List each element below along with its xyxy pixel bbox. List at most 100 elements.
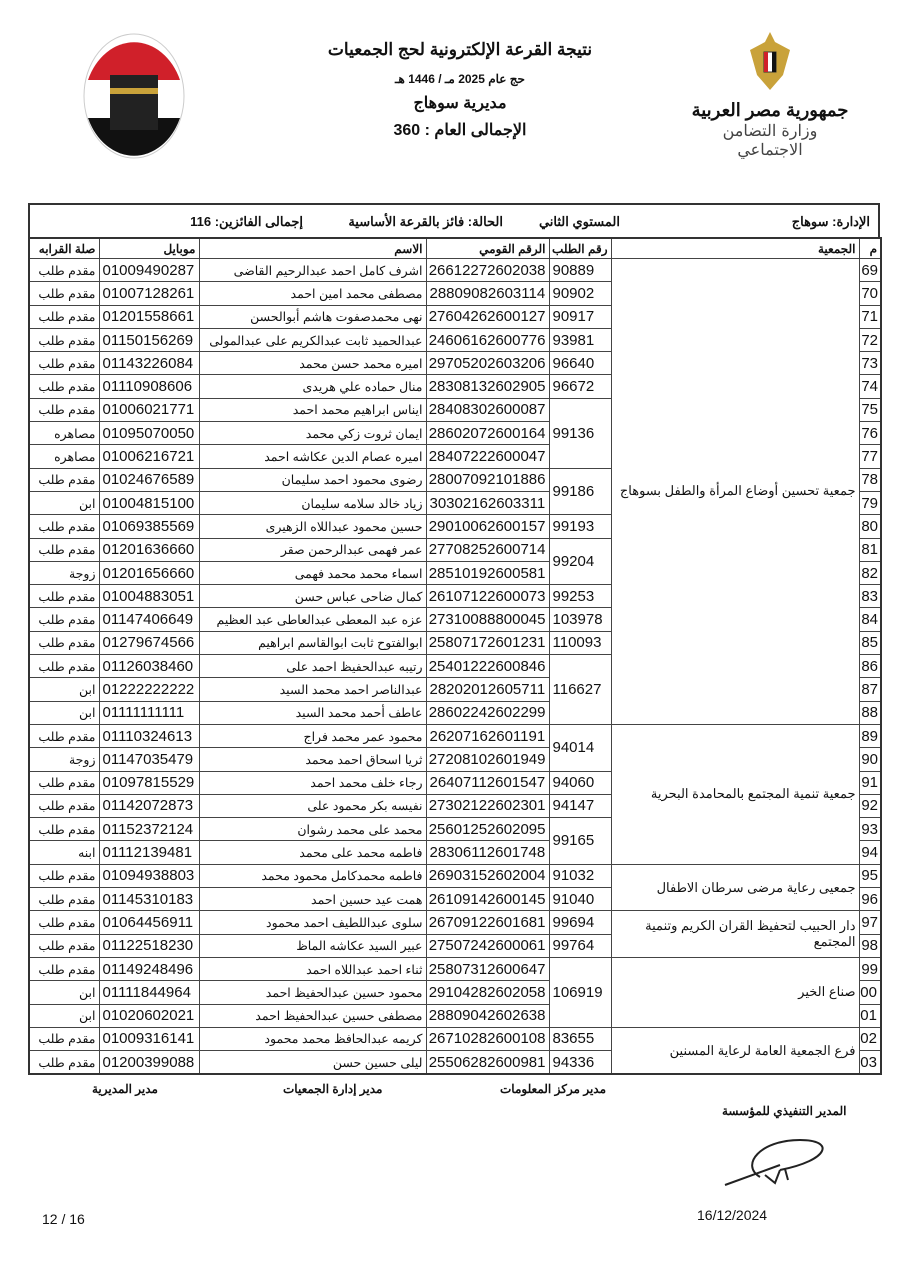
relation: مقدم طلب: [28, 327, 100, 353]
results-table: م الجمعية رقم الطلب الرقم القومي الاسم م…: [28, 237, 882, 1076]
eagle-emblem-icon: [750, 32, 790, 90]
national-id: 29010062600157: [425, 514, 550, 539]
member-name: رجاء خلف محمد احمد: [198, 770, 427, 795]
document-title: نتيجة القرعة الإلكترونية لحج الجمعيات: [327, 40, 593, 59]
member-name: رضوى محمود احمد سليمان: [198, 467, 427, 492]
request-number: 94060: [548, 770, 612, 795]
national-id: 26612272602038: [425, 257, 550, 283]
request-number: 96672: [548, 374, 612, 399]
national-id: 26109142600145: [425, 887, 550, 912]
national-id: 26903152602004: [425, 863, 550, 889]
request-number: 99204: [548, 537, 612, 586]
association-name: جمعية تحسين أوضاع المرأة والطفل بسوهاج: [610, 258, 860, 725]
national-id: 28602072600164: [425, 421, 550, 446]
table-row: 78 99186 28007092101886 رضوى محمود احمد سلي…: [28, 467, 882, 516]
row-number: 83: [858, 584, 882, 609]
association-name: صناع الخير: [610, 956, 860, 1028]
ministry-name: وزارة التضامن الاجتماعي: [722, 121, 818, 159]
date: 16/12/2024: [697, 1207, 768, 1223]
status: الحالة: فائز بالقرعة الأساسية: [348, 214, 503, 229]
row-number: 90: [858, 747, 882, 772]
row-number: 77: [858, 444, 882, 469]
member-name: عاطف أحمد محمد السيد: [198, 700, 427, 725]
row-number: 87: [858, 677, 882, 702]
table-row: 102فرع الجمعية العامة لرعاية المسنين8365…: [28, 1026, 882, 1075]
row-number: 72: [858, 327, 882, 353]
mobile: 01201558661: [98, 304, 200, 329]
request-number: 110093: [548, 630, 612, 656]
mobile: 01064456911: [98, 910, 200, 935]
relation: مقدم طلب: [28, 1050, 100, 1075]
table-row: 76 28602072600164 ايمان ثروت زكي محمد 01095…: [28, 421, 882, 446]
request-number: 94147: [548, 793, 612, 819]
mobile: 01152372124: [98, 817, 200, 842]
row-number: 76: [858, 421, 882, 446]
mobile: 01143226084: [98, 351, 200, 376]
mobile: 01004883051: [98, 584, 200, 609]
row-number: 95: [858, 863, 882, 889]
member-name: عبدالحميد ثابت عبدالكريم على عبدالمولى: [198, 327, 427, 353]
member-name: عبدالناصر احمد محمد السيد: [198, 677, 427, 702]
relation: مقدم طلب: [28, 584, 100, 609]
table-row: 77 28407222600047 اميره عصام الدين عكاشه ا…: [28, 444, 882, 469]
relation: ابن: [28, 1003, 100, 1028]
row-number: 99: [858, 956, 882, 982]
national-id: 26207162601191: [425, 723, 550, 749]
national-id: 27604262600127: [425, 304, 550, 329]
row-number: 86: [858, 654, 882, 679]
table-row: 96 91040 26109142600145 همت عيد حسين احمد 01…: [28, 887, 882, 912]
col-national-id: الرقم القومي: [425, 237, 550, 259]
row-number: 70: [858, 281, 882, 306]
table-row: 94 28306112601748 فاطمه محمد على محمد 01112…: [28, 840, 882, 865]
relation: مقدم طلب: [28, 654, 100, 679]
member-name: كريمه عبدالحافظ محمد محمود: [198, 1026, 427, 1052]
national-id: 25506282600981: [425, 1050, 550, 1075]
row-number: 100: [858, 980, 882, 1005]
member-name: ابوالفتوح ثابت ابوالقاسم ابراهيم: [198, 630, 427, 656]
mobile: 01111844964: [98, 980, 200, 1005]
mobile: 01201656660: [98, 560, 200, 586]
row-number: 102: [858, 1026, 882, 1052]
member-name: محمود حسين عبدالحفيظ احمد: [198, 980, 427, 1005]
relation: مقدم طلب: [28, 514, 100, 539]
member-name: سلوى عبداللطيف احمد محمود: [198, 910, 427, 935]
request-number: 116627: [548, 654, 612, 725]
row-number: 71: [858, 304, 882, 329]
row-number: 79: [858, 490, 882, 516]
ministry-country: جمهورية مصر العربية: [691, 100, 849, 120]
row-number: 69: [858, 257, 882, 283]
mobile: 01007128261: [98, 281, 200, 306]
national-id: 26407112601547: [425, 770, 550, 795]
mobile: 01009490287: [98, 257, 200, 283]
request-number: 90902: [548, 281, 612, 306]
sig-associations: مدير إدارة الجمعيات: [283, 1082, 383, 1096]
member-name: كمال ضاحى عباس حسن: [198, 584, 427, 609]
member-name: منال حماده علي هريدى: [198, 374, 427, 399]
national-id: 29104282602058: [425, 980, 550, 1005]
relation: مقدم طلب: [28, 351, 100, 376]
national-id: 27310088800045: [425, 607, 550, 632]
national-id: 28510192600581: [425, 560, 550, 586]
member-name: همت عيد حسين احمد: [198, 887, 427, 912]
relation: مقدم طلب: [28, 793, 100, 819]
col-association: الجمعية: [610, 237, 860, 259]
table-row: 87 28202012605711 عبدالناصر احمد محمد السي…: [28, 677, 882, 702]
member-name: اشرف كامل احمد عبدالرحيم القاضى: [198, 257, 427, 283]
member-name: اميره عصام الدين عكاشه احمد: [198, 444, 427, 469]
national-id: 30302162603311: [425, 490, 550, 516]
table-row: 89 جمعية تنمية المجتمع بالمحامدة البحرية 9…: [28, 723, 882, 865]
request-number: 83655: [548, 1026, 612, 1052]
mobile: 01111111111: [98, 700, 200, 725]
row-number: 91: [858, 770, 882, 795]
member-name: عزه عبد المعطى عبدالعاطى عبد العظيم: [198, 607, 427, 632]
page-number: 12 / 16: [42, 1211, 85, 1227]
member-name: اميره محمد حسن محمد: [198, 351, 427, 376]
member-name: محمود عمر محمد فراج: [198, 723, 427, 749]
national-id: 26709122601681: [425, 910, 550, 935]
table-row: 85 110093 25807172601231 ابوالفتوح ثابت ابو…: [28, 630, 882, 656]
row-number: 103: [858, 1050, 882, 1075]
relation: مقدم طلب: [28, 910, 100, 935]
row-number: 101: [858, 1003, 882, 1028]
table-row: 97 دار الحبيب لتحفيظ القران الكريم وتنمية…: [28, 910, 882, 958]
